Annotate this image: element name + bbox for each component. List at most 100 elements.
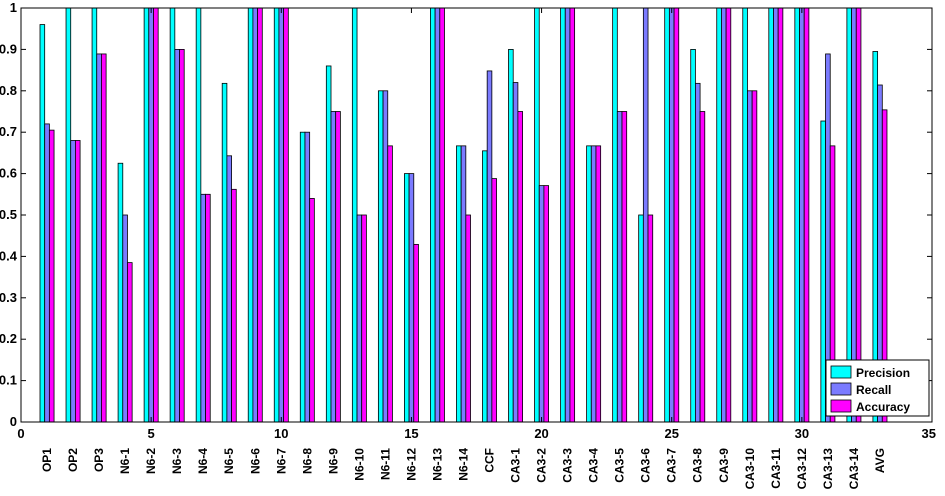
category-label: N6-4 bbox=[196, 448, 210, 474]
bar-accuracy-n6-9 bbox=[335, 111, 341, 423]
bar-precision-op3 bbox=[91, 7, 98, 423]
bar-precision-n6-5 bbox=[221, 82, 228, 423]
category-label: N6-7 bbox=[274, 448, 288, 474]
bar-precision-ca3-4 bbox=[586, 145, 592, 423]
bar-accuracy-ca3-1 bbox=[517, 111, 523, 423]
bar-precision-ca3-10 bbox=[742, 7, 748, 423]
bar-accuracy-n6-1 bbox=[127, 262, 133, 423]
category-label: CA3-7 bbox=[665, 448, 679, 483]
x-tick-label: 20 bbox=[534, 426, 548, 441]
legend-label-accuracy: Accuracy bbox=[856, 400, 910, 414]
category-label: AVG bbox=[873, 448, 887, 473]
x-tick-label: 5 bbox=[148, 426, 155, 441]
x-tick-label: 15 bbox=[404, 426, 418, 441]
bar-precision-ccf bbox=[482, 150, 488, 423]
legend-label-precision: Precision bbox=[856, 366, 910, 380]
category-label: N6-6 bbox=[248, 448, 262, 474]
category-label: N6-10 bbox=[352, 448, 366, 481]
bar-precision-n6-1 bbox=[117, 162, 124, 423]
bar-accuracy-n6-7 bbox=[283, 7, 289, 423]
y-tick-label: 0.3 bbox=[0, 290, 17, 305]
bar-accuracy-ccf bbox=[491, 178, 497, 423]
bar-recall-ccf bbox=[486, 70, 493, 423]
bar-accuracy-n6-12 bbox=[413, 243, 419, 423]
bar-precision-op1 bbox=[39, 24, 46, 423]
bar-accuracy-op1 bbox=[48, 129, 55, 423]
bar-recall-ca3-9 bbox=[721, 7, 727, 423]
category-labels: OP1 OP2 OP3 N6-1 N6-2 N6-3 N6-4 N6-5 N6-6 N6-7 N6-… bbox=[40, 448, 887, 490]
category-label: OP1 bbox=[40, 448, 54, 472]
legend-swatch-recall bbox=[830, 382, 852, 396]
bar-recall-n6-6 bbox=[252, 7, 259, 423]
bar-precision-op2 bbox=[65, 7, 72, 423]
bar-precision-n6-6 bbox=[247, 7, 254, 423]
bar-precision-n6-14 bbox=[456, 145, 462, 423]
category-label: OP2 bbox=[66, 448, 80, 472]
category-label: CA3-9 bbox=[717, 448, 731, 483]
category-label: N6-13 bbox=[430, 448, 444, 481]
category-label: CA3-3 bbox=[561, 448, 575, 483]
bar-precision-n6-11 bbox=[377, 90, 384, 423]
bar-recall-n6-7 bbox=[278, 7, 285, 423]
bar-accuracy-n6-8 bbox=[309, 198, 315, 423]
bar-recall-n6-2 bbox=[148, 7, 154, 423]
category-label: CA3-13 bbox=[821, 448, 835, 490]
y-tick-label: 0.2 bbox=[0, 331, 17, 346]
category-label: CCF bbox=[483, 448, 497, 473]
bar-precision-ca3-12 bbox=[794, 7, 800, 423]
bar-recall-n6-3 bbox=[174, 49, 180, 423]
bar-accuracy-ca3-8 bbox=[699, 111, 706, 423]
bar-precision-n6-2 bbox=[143, 7, 150, 423]
bar-accuracy-ca3-3 bbox=[569, 7, 576, 423]
bar-recall-n6-12 bbox=[408, 173, 415, 423]
y-tick-label: 0 bbox=[10, 414, 17, 429]
x-tick-label: 0 bbox=[17, 426, 24, 441]
bar-accuracy-n6-5 bbox=[231, 188, 237, 423]
bar-accuracy-n6-10 bbox=[361, 214, 367, 423]
x-tick-label: 10 bbox=[274, 426, 288, 441]
bar-recall-ca3-11 bbox=[773, 7, 779, 423]
bar-precision-ca3-3 bbox=[560, 7, 566, 423]
bar-accuracy-n6-6 bbox=[257, 7, 263, 423]
bar-precision-ca3-1 bbox=[508, 49, 514, 423]
bar-recall-op2 bbox=[70, 140, 76, 423]
category-label: N6-1 bbox=[118, 448, 132, 474]
y-tick-label: 0.7 bbox=[0, 124, 17, 139]
bar-precision-ca3-5 bbox=[612, 7, 618, 423]
bar-accuracy-ca3-2 bbox=[543, 185, 549, 423]
x-tick-label: 35 bbox=[922, 426, 936, 441]
bar-accuracy-n6-3 bbox=[179, 49, 185, 423]
y-tick-label: 0.5 bbox=[0, 207, 17, 222]
bar-accuracy-n6-11 bbox=[387, 145, 393, 423]
bar-precision-n6-7 bbox=[273, 7, 280, 423]
bar-precision-ca3-13 bbox=[820, 120, 826, 423]
bar-accuracy-op3 bbox=[101, 53, 107, 423]
bar-accuracy-ca3-4 bbox=[595, 145, 602, 423]
y-tick-label: 0.8 bbox=[0, 83, 17, 98]
bar-recall-op3 bbox=[96, 53, 102, 423]
bar-accuracy-ca3-9 bbox=[725, 7, 732, 423]
bar-accuracy-n6-13 bbox=[439, 7, 445, 423]
legend-label-recall: Recall bbox=[856, 383, 891, 397]
bar-accuracy-ca3-12 bbox=[803, 7, 810, 423]
category-label: CA3-5 bbox=[613, 448, 627, 483]
y-axis: 0 0.1 0.2 0.3 0.4 0.5 0.6 0.7 0.8 0.9 1 bbox=[0, 0, 932, 429]
bar-precision-n6-9 bbox=[325, 65, 332, 423]
bar-accuracy-ca3-6 bbox=[647, 214, 654, 423]
y-tick-label: 0.1 bbox=[0, 373, 17, 388]
bar-recall-n6-13 bbox=[434, 7, 441, 423]
bar-precision-n6-4 bbox=[195, 7, 202, 423]
bar-precision-ca3-11 bbox=[768, 7, 774, 423]
category-label: CA3-2 bbox=[535, 448, 549, 483]
bar-recall-n6-11 bbox=[382, 90, 389, 423]
category-label: N6-3 bbox=[170, 448, 184, 474]
bar-accuracy-ca3-7 bbox=[673, 7, 680, 423]
bar-precision-n6-12 bbox=[403, 173, 410, 423]
category-label: N6-11 bbox=[378, 448, 392, 480]
category-label: CA3-4 bbox=[587, 448, 601, 483]
bar-recall-ca3-10 bbox=[747, 90, 753, 423]
bar-recall-ca3-8 bbox=[695, 82, 701, 423]
y-tick-label: 0.6 bbox=[0, 166, 17, 181]
bar-recall-ca3-7 bbox=[668, 7, 675, 423]
